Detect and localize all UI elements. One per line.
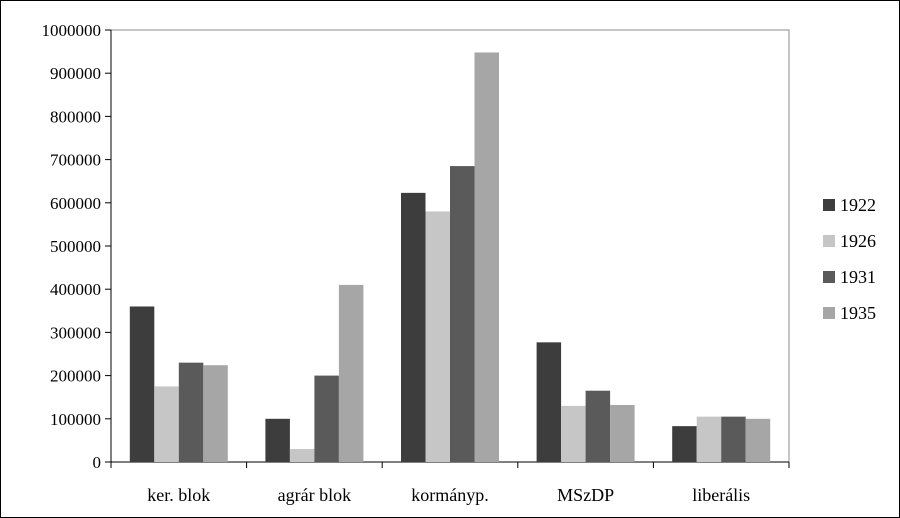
bar-1922 [672, 426, 697, 462]
legend-label: 1922 [840, 195, 876, 215]
legend-swatch [823, 199, 835, 211]
legend-label: 1931 [840, 267, 876, 287]
bar-1922 [401, 192, 426, 462]
y-tick-label: 0 [93, 453, 102, 472]
bar-1931 [450, 166, 475, 462]
x-category-label: ker. blok [147, 485, 210, 505]
bar-1926 [696, 416, 722, 462]
legend-swatch [823, 307, 835, 319]
bar-1935 [610, 404, 635, 462]
y-tick-label: 400000 [50, 280, 101, 299]
x-category-label: agrár blok [278, 485, 351, 505]
bar-1926 [289, 449, 315, 462]
bar-1931 [314, 375, 339, 462]
legend-swatch [823, 235, 835, 247]
bar-1931 [178, 362, 204, 462]
x-category-label: liberális [692, 485, 750, 505]
legend-swatch [823, 271, 835, 283]
y-tick-label: 700000 [50, 151, 101, 170]
bar-1935 [745, 418, 771, 462]
bar-1935 [203, 365, 228, 462]
bar-1922 [265, 418, 290, 462]
y-tick-label: 500000 [50, 237, 101, 256]
bar-1926 [561, 405, 586, 462]
legend-label: 1935 [840, 303, 876, 323]
legend-label: 1926 [840, 231, 876, 251]
y-tick-label: 600000 [50, 194, 101, 213]
x-category-label: kormányp. [411, 485, 488, 505]
bar-1922 [129, 306, 155, 462]
plot-area: 0 100000 200000 300000 400000 500000 600000 700… [42, 21, 790, 505]
bar-1935 [474, 52, 499, 463]
bar-1935 [338, 284, 364, 462]
x-category-label: MSzDP [557, 485, 614, 505]
y-axis-ticks: 0 100000 200000 300000 400000 500000 600000 700… [42, 21, 111, 472]
bar-series [129, 52, 771, 463]
bar-1926 [154, 386, 179, 462]
bar-1922 [536, 342, 562, 462]
bar-1926 [425, 211, 450, 462]
legend: 1922 1926 1931 1935 [823, 195, 876, 323]
y-tick-label: 100000 [50, 410, 101, 429]
y-tick-label: 800000 [50, 107, 101, 126]
bar-1931 [585, 390, 611, 462]
y-tick-label: 200000 [50, 367, 101, 386]
y-tick-label: 1000000 [42, 21, 102, 40]
bar-1931 [721, 416, 746, 462]
y-tick-label: 900000 [50, 64, 101, 83]
x-axis-ticks: ker. blok agrár blok kormányp. MSzDP liberál… [110, 462, 790, 505]
y-tick-label: 300000 [50, 323, 101, 342]
